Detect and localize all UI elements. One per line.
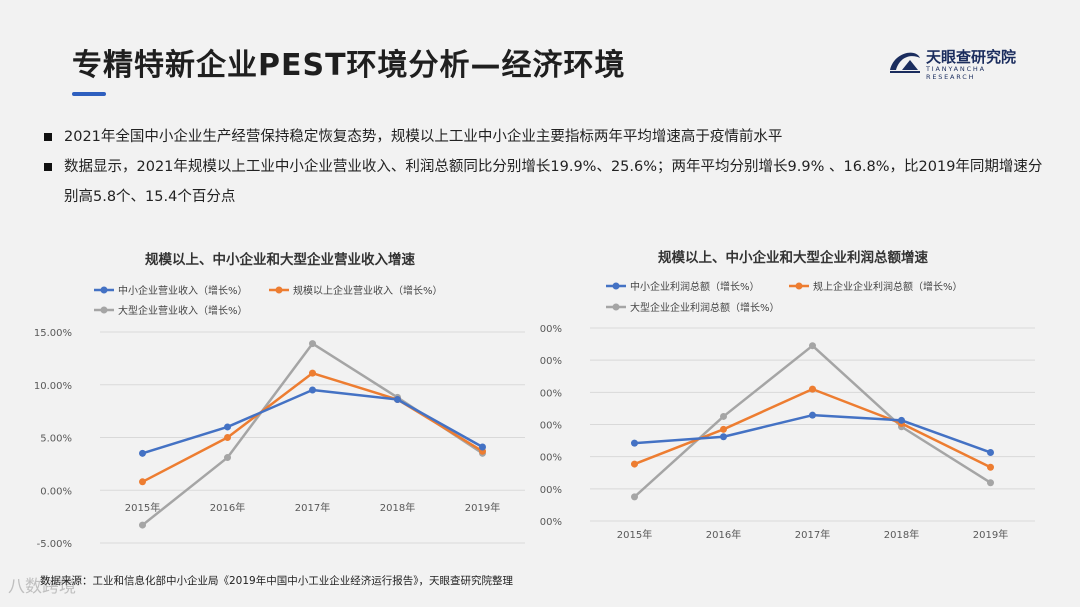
x-tick-label: 2015年 — [617, 528, 652, 541]
y-tick-label: 10.00% — [34, 381, 72, 392]
legend-label: 大型企业企业利润总额（增长%） — [630, 301, 780, 314]
bullet-list: 2021年全国中小企业生产经营保持稳定恢复态势，规模以上工业中小企业主要指标两年… — [44, 122, 1054, 212]
y-tick-label: 30.00% — [540, 356, 562, 367]
legend-marker-icon — [612, 303, 620, 311]
legend-marker-icon — [612, 282, 620, 290]
legend-marker-icon — [100, 286, 108, 294]
data-point — [720, 412, 727, 420]
data-point — [224, 423, 231, 431]
logo-subtitle: TIANYANCHA RESEARCH — [926, 65, 986, 81]
legend-label: 规上企业企业利润总额（增长%） — [813, 280, 963, 293]
data-point — [139, 449, 146, 457]
x-tick-label: 2017年 — [295, 501, 330, 514]
data-point — [139, 478, 146, 486]
series-line — [634, 387, 992, 469]
series-line — [142, 388, 484, 455]
x-tick-label: 2019年 — [465, 501, 500, 514]
bullet-square-icon — [44, 163, 52, 171]
data-point — [631, 439, 638, 447]
x-tick-label: 2016年 — [210, 501, 245, 514]
x-tick-label: 2019年 — [973, 528, 1008, 541]
data-point — [987, 448, 994, 456]
series-line — [634, 413, 991, 454]
logo-name: 天眼查研究院 — [926, 48, 1017, 66]
y-tick-label: 10.00% — [540, 421, 562, 432]
watermark: 八数跨境 — [8, 577, 76, 597]
bullet-item: 2021年全国中小企业生产经营保持稳定恢复态势，规模以上工业中小企业主要指标两年… — [44, 122, 1054, 152]
data-point — [809, 342, 816, 350]
chart-title: 规模以上、中小企业和大型企业营业收入增速 — [145, 251, 415, 268]
y-tick-label: 0.00% — [540, 453, 562, 464]
y-tick-label: 15.00% — [34, 328, 72, 339]
y-tick-label: 40.00% — [540, 324, 562, 335]
bullet-text: 数据显示，2021年规模以上工业中小企业营业收入、利润总额同比分别增长19.9%… — [64, 159, 1043, 205]
page-title: 专精特新企业PEST环境分析—经济环境 — [72, 48, 626, 83]
y-tick-label: 0.00% — [40, 486, 72, 497]
data-point — [987, 463, 994, 471]
legend-label: 规模以上企业营业收入（增长%） — [293, 284, 443, 297]
profit-growth-chart: 规模以上、中小企业和大型企业利润总额增速中小企业利润总额（增长%） 规上企业企业利… — [540, 236, 1080, 566]
data-point — [809, 411, 816, 419]
data-point — [309, 369, 316, 377]
y-tick-label: 5.00% — [40, 434, 72, 445]
bullet-item: 数据显示，2021年规模以上工业中小企业营业收入、利润总额同比分别增长19.9%… — [44, 152, 1054, 212]
legend-label: 中小企业利润总额（增长%） — [630, 280, 760, 293]
logo: 天眼查研究院 TIANYANCHA RESEARCH — [888, 44, 1038, 81]
chart-title: 规模以上、中小企业和大型企业利润总额增速 — [658, 249, 928, 266]
data-point — [987, 479, 994, 487]
x-tick-label: 2016年 — [706, 528, 741, 541]
series-line — [633, 344, 992, 498]
logo-icon — [890, 52, 920, 73]
data-point — [720, 433, 727, 441]
data-point — [139, 521, 146, 529]
legend-marker-icon — [275, 286, 283, 294]
y-tick-label: -20.00% — [540, 517, 562, 528]
data-point — [224, 434, 231, 441]
data-point — [631, 460, 638, 468]
data-point — [309, 340, 316, 348]
y-tick-label: -5.00% — [37, 539, 72, 550]
legend-marker-icon — [795, 282, 803, 290]
revenue-growth-chart: 规模以上、中小企业和大型企业营业收入增速中小企业营业收入（增长%） 规模以上企业营… — [0, 236, 540, 566]
bullet-text: 2021年全国中小企业生产经营保持稳定恢复态势，规模以上工业中小企业主要指标两年… — [64, 129, 783, 145]
data-point — [394, 396, 401, 404]
x-tick-label: 2018年 — [380, 501, 415, 514]
data-point — [224, 454, 231, 462]
data-point — [809, 385, 816, 393]
bullet-square-icon — [44, 133, 52, 141]
legend-label: 大型企业营业收入（增长%） — [118, 304, 248, 317]
legend-label: 中小企业营业收入（增长%） — [118, 284, 248, 297]
title-underline — [72, 92, 106, 96]
x-tick-label: 2017年 — [795, 528, 830, 541]
x-tick-label: 2018年 — [884, 528, 919, 541]
data-point — [309, 386, 316, 394]
source-note: 数据来源：工业和信息化部中小企业局《2019年中国中小工业企业经济运行报告》，天… — [40, 575, 513, 587]
legend-marker-icon — [100, 306, 108, 314]
y-tick-label: -10.00% — [540, 485, 562, 496]
data-point — [720, 425, 727, 433]
data-point — [898, 416, 905, 424]
data-point — [479, 443, 486, 451]
y-tick-label: 20.00% — [540, 388, 562, 399]
data-point — [631, 493, 638, 501]
x-tick-label: 2015年 — [125, 501, 160, 514]
